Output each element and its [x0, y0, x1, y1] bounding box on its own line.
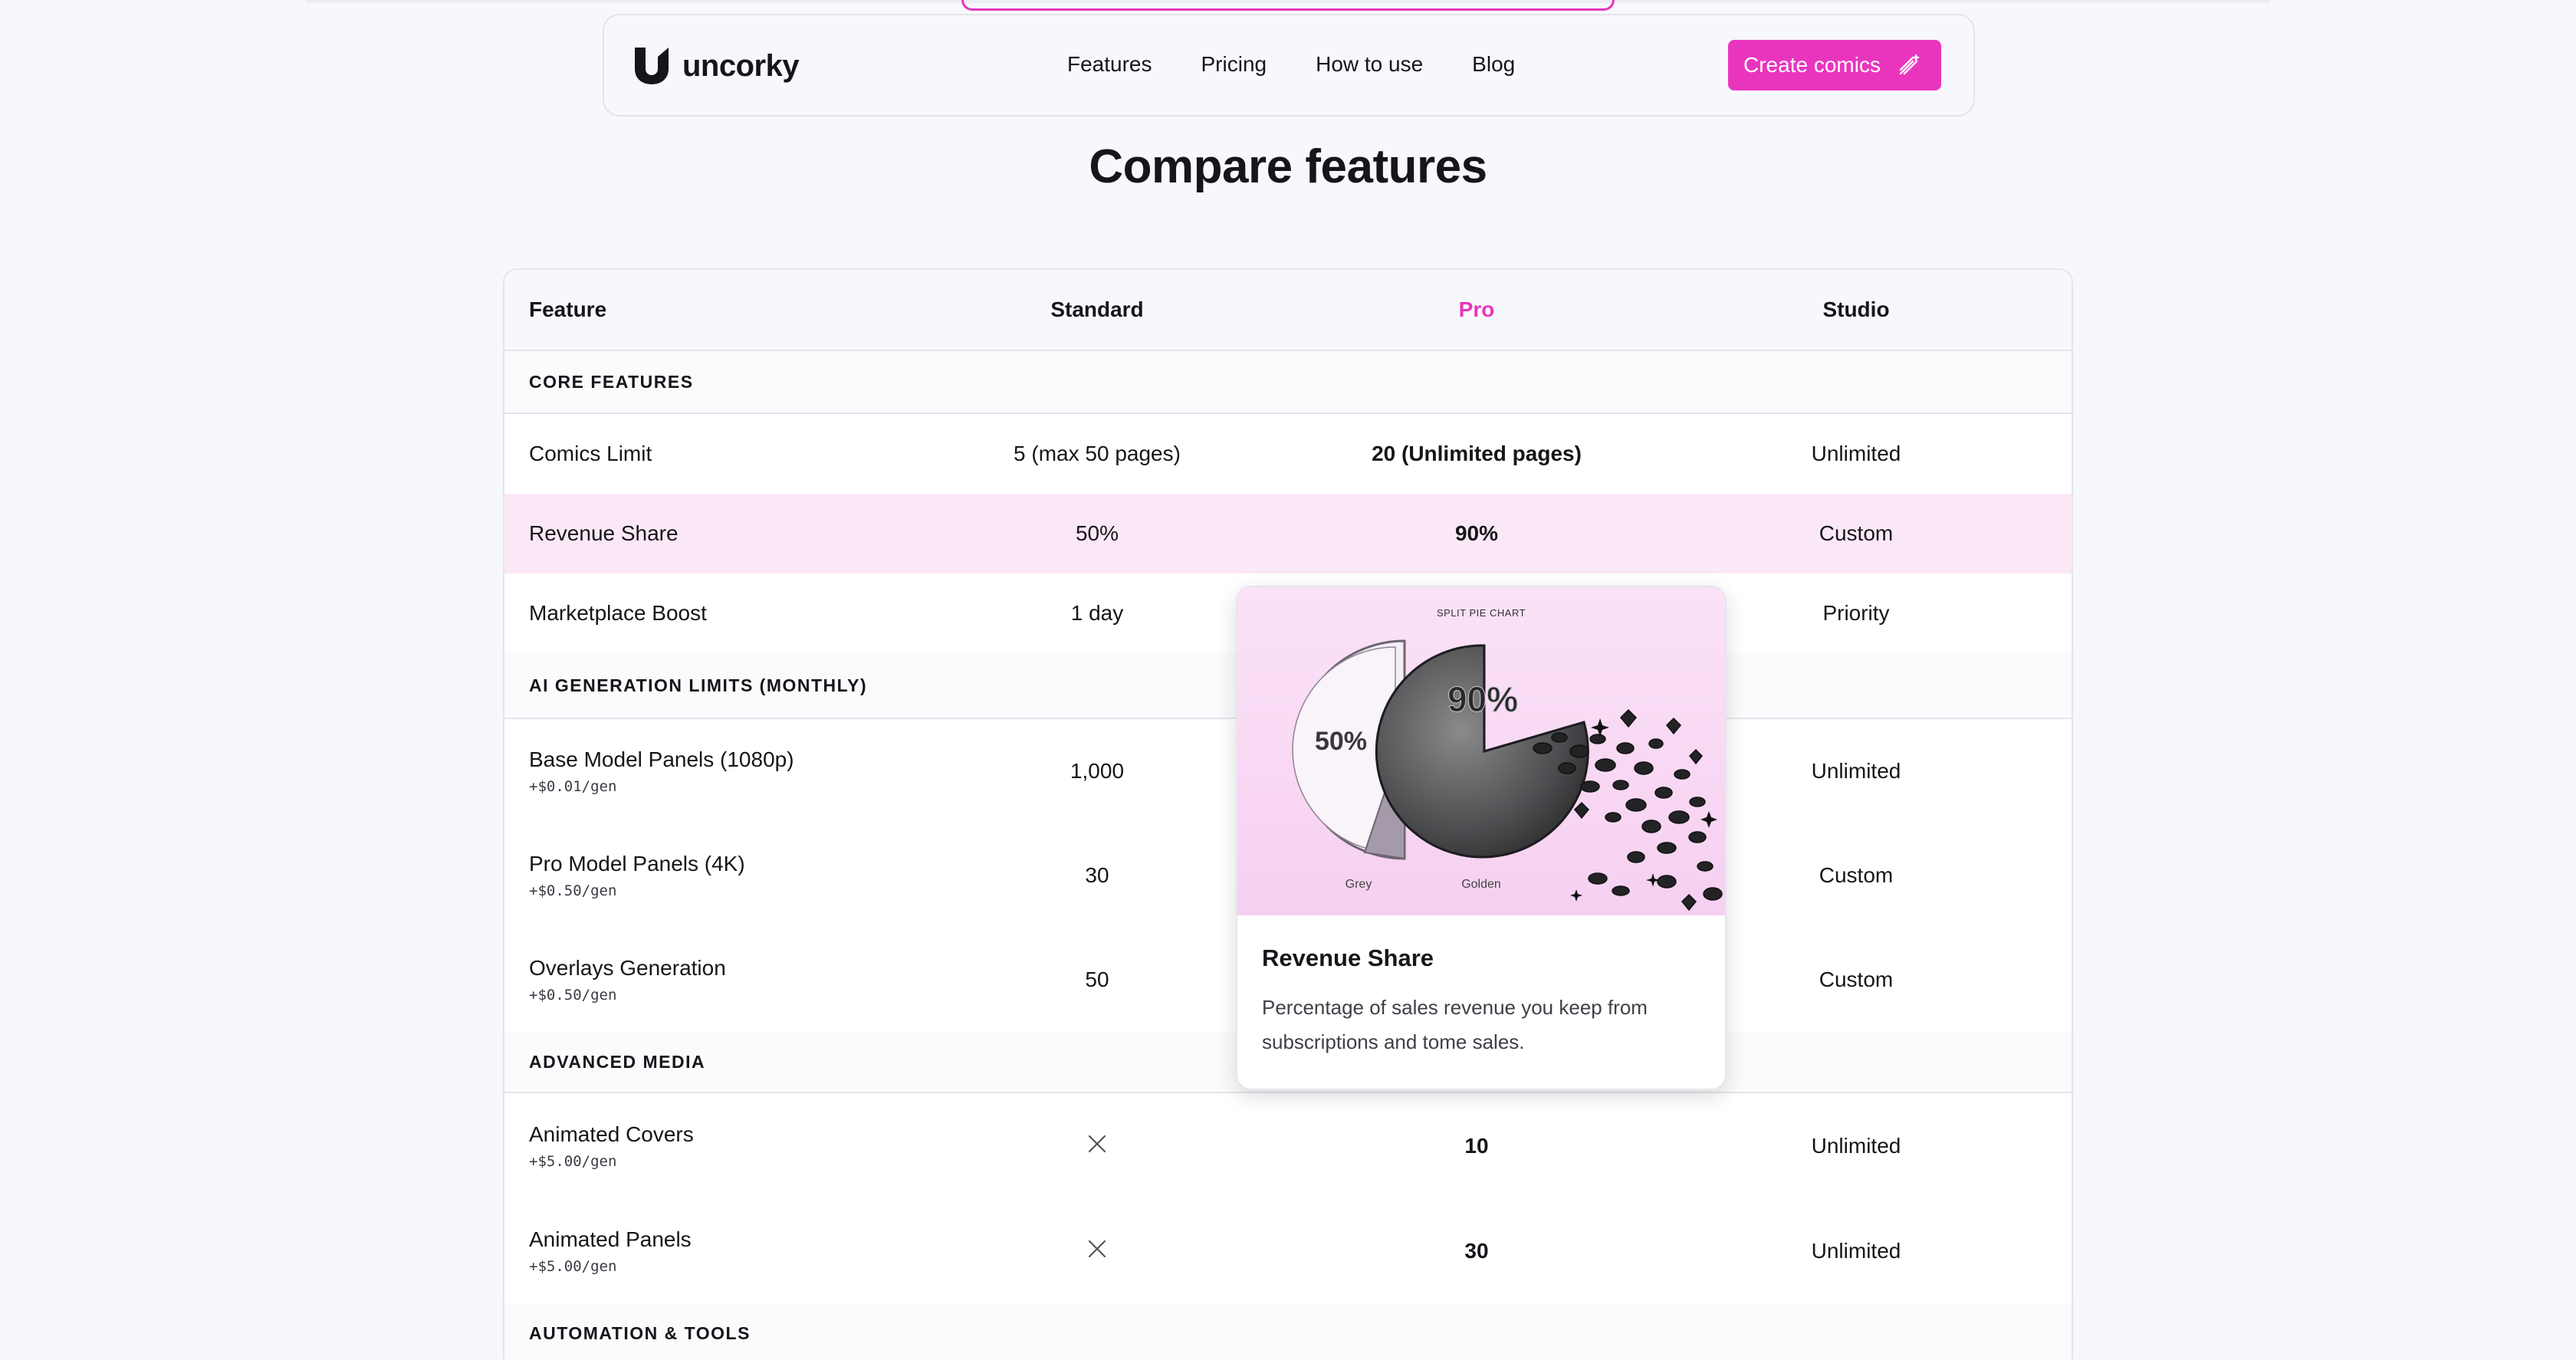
- standard-value: [944, 1133, 1250, 1160]
- feature-cell: Pro Model Panels (4K) +$0.50/gen: [529, 852, 745, 899]
- nav-link-blog[interactable]: Blog: [1472, 52, 1516, 76]
- nav-link-pricing[interactable]: Pricing: [1201, 52, 1267, 76]
- announcement-bar-edge: [961, 0, 1615, 11]
- feature-name: Comics Limit: [529, 442, 652, 465]
- feature-name: Marketplace Boost: [529, 601, 707, 625]
- table-header-row: Feature Standard Pro Studio: [504, 270, 2072, 351]
- table-row: Animated Panels +$5.00/gen 30 Unlimited: [504, 1199, 2072, 1303]
- table-row: Animated Covers +$5.00/gen 10 Unlimited: [504, 1093, 2072, 1199]
- studio-value: Custom: [1819, 521, 1894, 545]
- feature-price: +$0.50/gen: [529, 882, 617, 899]
- revenue-share-tooltip: SPLIT PIE CHART 50% 90%: [1236, 586, 1727, 1090]
- illustration-right-value: 90%: [1447, 679, 1518, 719]
- pro-value: 10: [1464, 1134, 1489, 1158]
- standard-value: 50: [1085, 967, 1109, 991]
- studio-value: Unlimited: [1811, 1239, 1901, 1263]
- navbar: uncorky Features Pricing How to use Blog…: [603, 14, 1975, 117]
- standard-value: 30: [1085, 863, 1109, 887]
- section-label: AUTOMATION & TOOLS: [529, 1322, 751, 1343]
- x-icon: [1088, 1135, 1106, 1152]
- illustration-left-value: 50%: [1315, 727, 1367, 756]
- table-row: Pro Model Panels (4K) +$0.50/gen 30 Cust…: [504, 823, 2072, 928]
- create-comics-label: Create comics: [1743, 53, 1881, 77]
- nav-link-how-to-use[interactable]: How to use: [1316, 52, 1424, 76]
- section-automation-tools: AUTOMATION & TOOLS: [504, 1303, 2072, 1360]
- feature-cell: Animated Panels +$5.00/gen: [529, 1227, 692, 1275]
- feature-cell: Overlays Generation +$0.50/gen: [529, 956, 726, 1004]
- illustration-right-label: Golden: [1461, 878, 1501, 891]
- nav-link-features[interactable]: Features: [1067, 52, 1152, 76]
- illustration-left-label: Grey: [1346, 878, 1372, 891]
- tooltip-title: Revenue Share: [1262, 944, 1434, 971]
- nav-links: Features Pricing How to use Blog: [1067, 52, 1515, 77]
- header-standard: Standard: [1050, 297, 1144, 321]
- brand-name: uncorky: [682, 48, 800, 83]
- feature-name: Animated Covers: [529, 1122, 694, 1146]
- compare-features-table: Feature Standard Pro Studio CORE FEATURE…: [503, 268, 2073, 1360]
- pro-value: 90%: [1454, 521, 1499, 545]
- uncorky-logo-icon: [635, 48, 669, 84]
- table-row-highlighted[interactable]: Revenue Share 50% 90% Custom: [504, 494, 2072, 573]
- table-row: Marketplace Boost 1 day Priority: [504, 573, 2072, 653]
- feature-price: +$5.00/gen: [529, 1258, 617, 1275]
- section-label: CORE FEATURES: [529, 371, 694, 392]
- split-pie-illustration: SPLIT PIE CHART 50% 90%: [1292, 607, 1723, 912]
- standard-value: 1 day: [1070, 601, 1124, 625]
- table-row: Base Model Panels (1080p) +$0.01/gen 1,0…: [504, 719, 2072, 823]
- header-pro: Pro: [1458, 297, 1495, 321]
- page-title: Compare features: [1089, 140, 1487, 193]
- standard-value: [944, 1238, 1250, 1265]
- tooltip-illustration: SPLIT PIE CHART 50% 90%: [1237, 587, 1725, 915]
- studio-value: Unlimited: [1811, 759, 1901, 783]
- standard-value: 50%: [1075, 521, 1119, 545]
- feature-name: Base Model Panels (1080p): [529, 747, 794, 771]
- top-border: [307, 0, 2269, 3]
- studio-value: Custom: [1819, 863, 1894, 887]
- feature-price: +$0.01/gen: [529, 778, 617, 795]
- feature-name: Pro Model Panels (4K): [529, 852, 745, 875]
- section-core-features: CORE FEATURES: [504, 351, 2072, 414]
- logo[interactable]: uncorky: [632, 46, 800, 86]
- studio-value: Unlimited: [1811, 442, 1901, 465]
- pro-value: 20 (Unlimited pages): [1372, 442, 1582, 465]
- studio-value: Custom: [1819, 967, 1894, 991]
- studio-value: Priority: [1822, 601, 1890, 625]
- feature-price: +$5.00/gen: [529, 1153, 617, 1170]
- feature-cell: Animated Covers +$5.00/gen: [529, 1122, 694, 1170]
- standard-value: 5 (max 50 pages): [1014, 442, 1181, 465]
- section-label: ADVANCED MEDIA: [529, 1051, 706, 1072]
- feature-name: Animated Panels: [529, 1227, 692, 1251]
- feature-name: Revenue Share: [529, 521, 678, 545]
- header-studio: Studio: [1822, 297, 1890, 321]
- table-row: Comics Limit 5 (max 50 pages) 20 (Unlimi…: [504, 414, 2072, 494]
- x-icon: [1088, 1240, 1106, 1257]
- create-comics-button[interactable]: Create comics: [1728, 40, 1941, 90]
- feature-name: Overlays Generation: [529, 956, 726, 980]
- feature-cell: Base Model Panels (1080p) +$0.01/gen: [529, 747, 794, 795]
- section-label: AI GENERATION LIMITS (MONTHLY): [529, 675, 868, 695]
- studio-value: Unlimited: [1811, 1134, 1901, 1158]
- header-feature: Feature: [529, 297, 607, 321]
- pro-value: 30: [1464, 1239, 1489, 1263]
- feature-price: +$0.50/gen: [529, 987, 617, 1004]
- standard-value: 1,000: [1070, 759, 1125, 783]
- table-row: Overlays Generation +$0.50/gen 50 Custom: [504, 928, 2072, 1032]
- illustration-caption: SPLIT PIE CHART: [1437, 607, 1526, 619]
- magic-wand-icon: [1899, 54, 1920, 75]
- tooltip-description: Percentage of sales revenue you keep fro…: [1262, 996, 1648, 1053]
